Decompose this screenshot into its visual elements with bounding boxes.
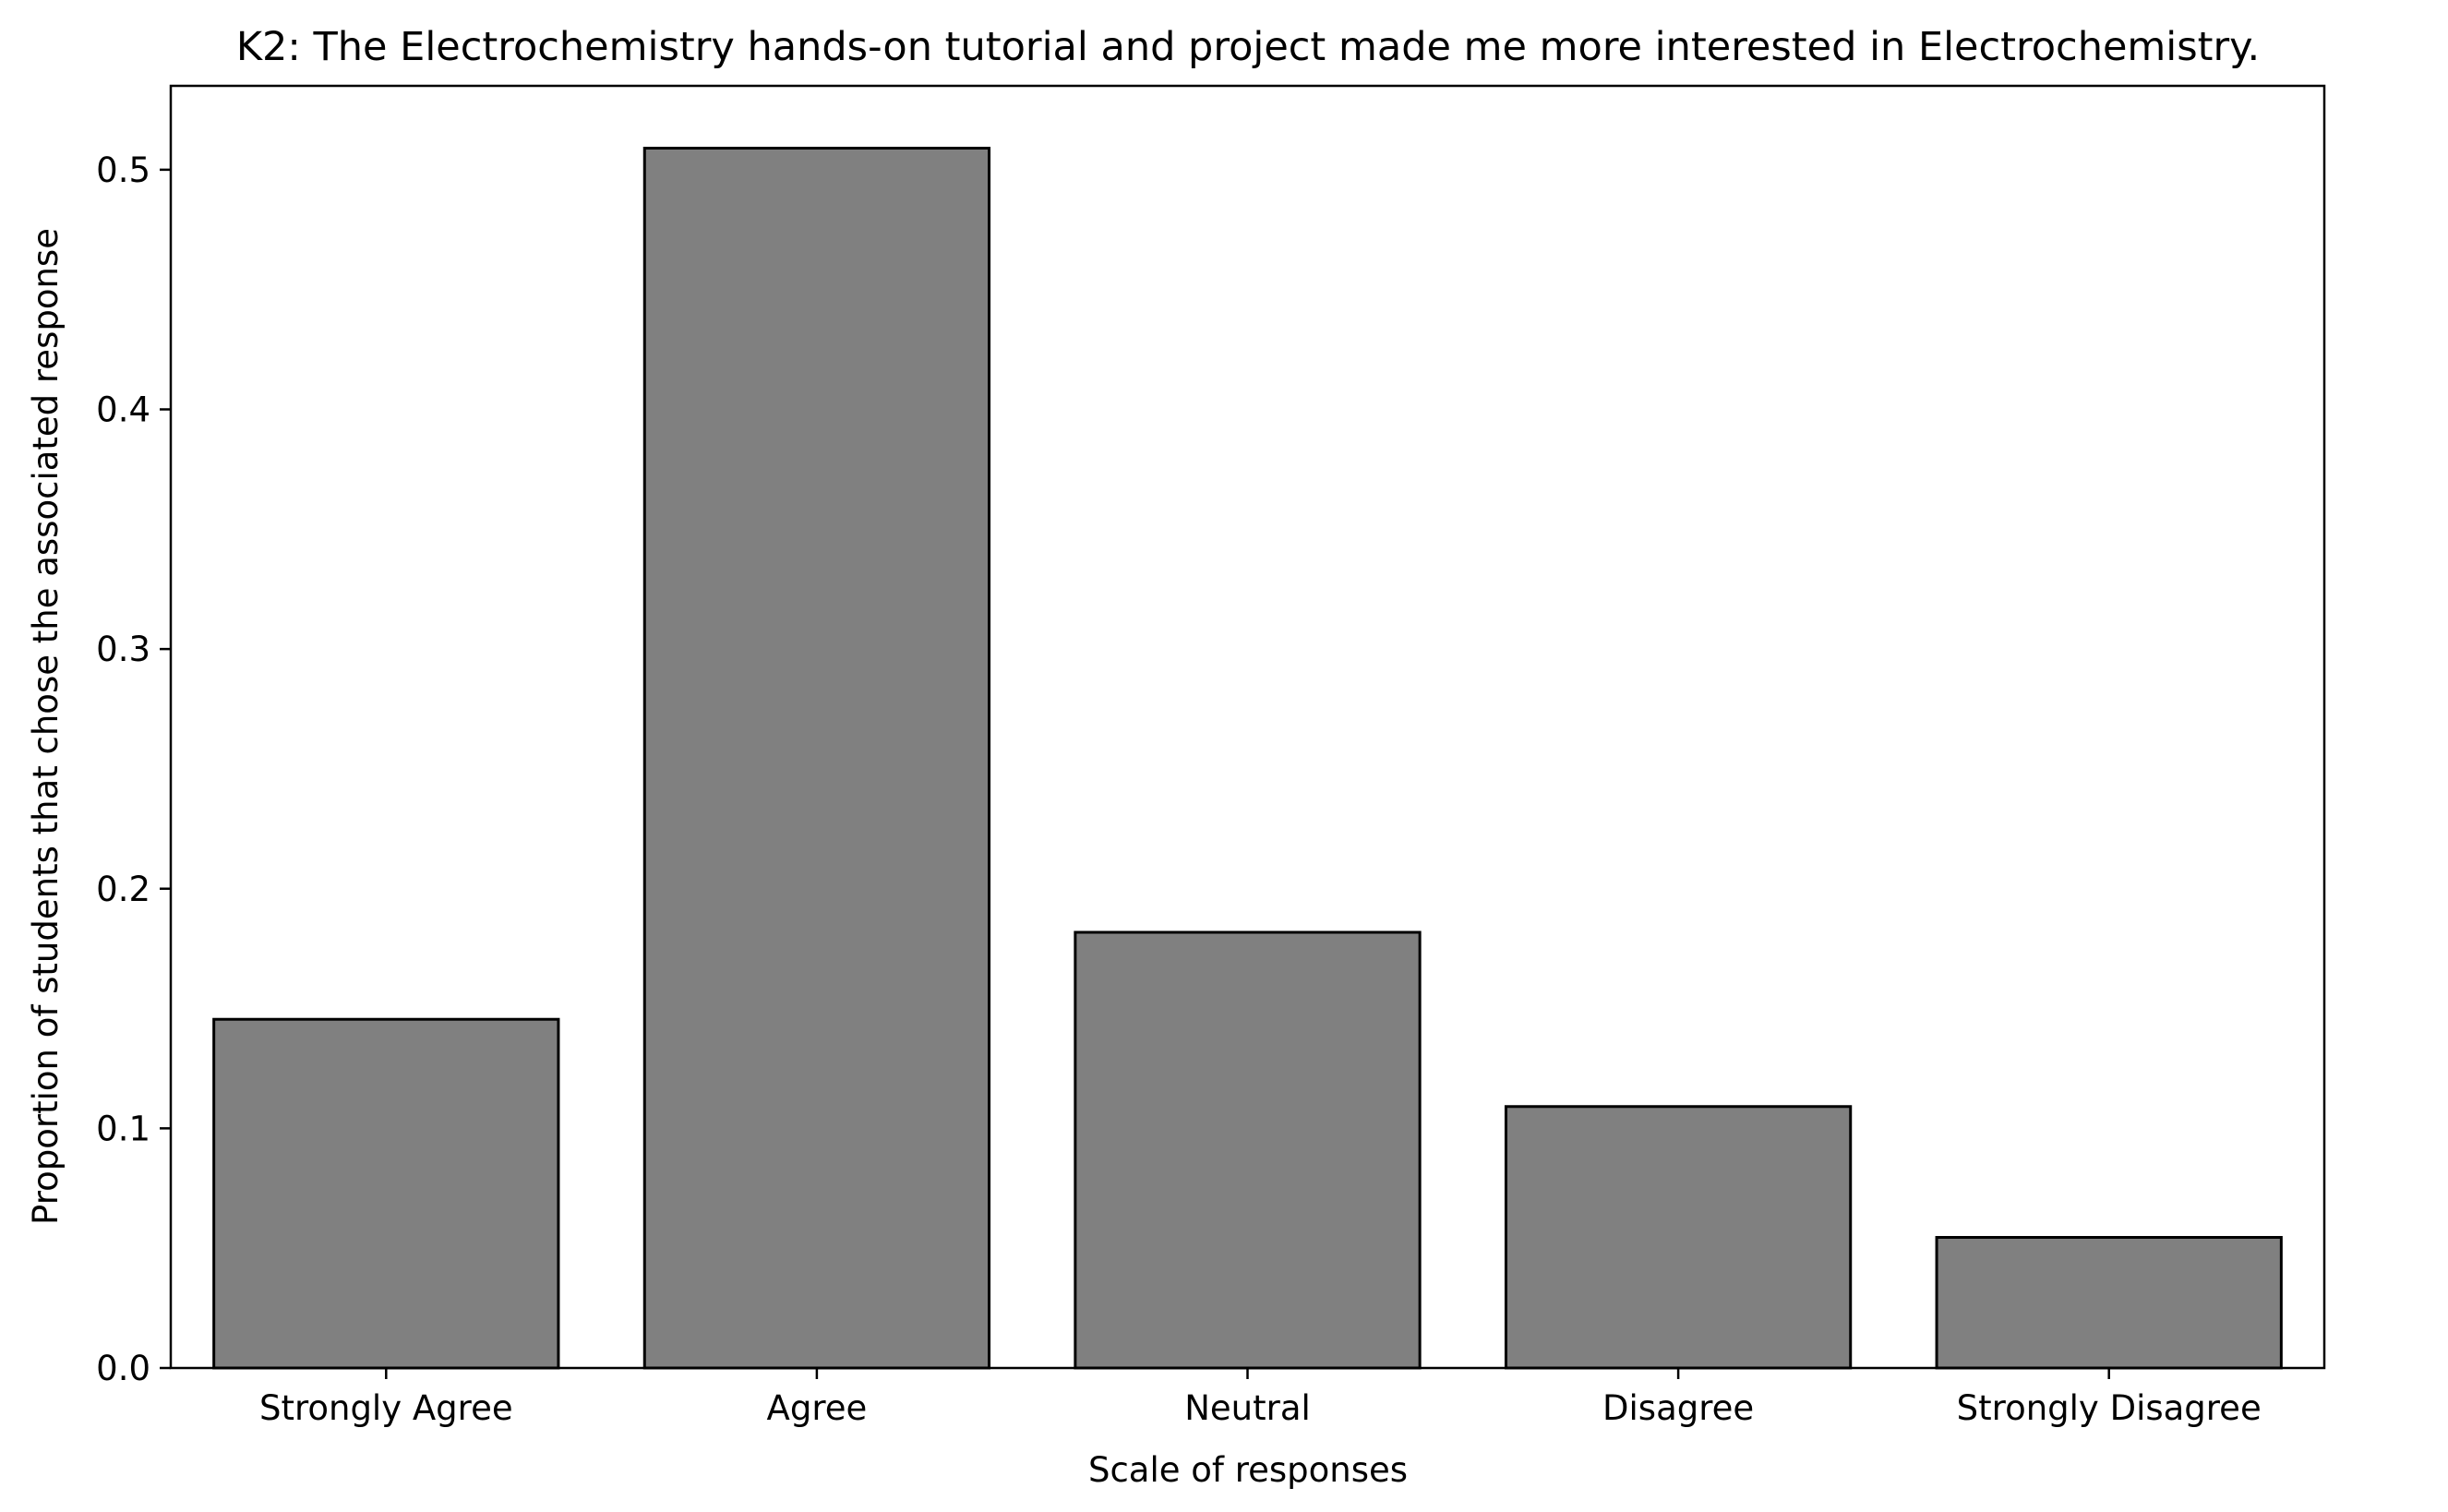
y-axis-label: Proportion of students that chose the as… [26, 228, 66, 1225]
bar-strongly-agree [212, 1017, 560, 1370]
bar-agree [642, 147, 991, 1370]
y-tick-label: 0.3 [96, 630, 150, 669]
x-tick-label: Strongly Agree [259, 1388, 513, 1428]
y-tick-label: 0.2 [96, 870, 150, 909]
x-tick-label: Neutral [1184, 1388, 1311, 1428]
x-tick-label: Strongly Disagree [1957, 1388, 2262, 1428]
y-axis-ticks: 0.0 0.1 0.2 0.3 0.4 0.5 [96, 150, 171, 1388]
bar-neutral [1074, 930, 1422, 1370]
bar-disagree [1504, 1105, 1853, 1370]
bar-strongly-disagree [1935, 1236, 2283, 1370]
y-tick-label: 0.4 [96, 390, 150, 430]
x-tick-label: Disagree [1602, 1388, 1754, 1428]
y-tick-label: 0.5 [96, 150, 150, 190]
y-tick-label: 0.0 [96, 1349, 150, 1388]
plot-area-frame [169, 84, 2326, 1370]
y-tick-label: 0.1 [96, 1109, 150, 1148]
x-tick-label: Agree [767, 1388, 868, 1428]
x-axis-label: Scale of responses [1088, 1450, 1408, 1490]
bars-group [212, 147, 2283, 1370]
chart-title: K2: The Electrochemistry hands-on tutori… [236, 24, 2260, 70]
x-axis-ticks: Strongly Agree Agree Neutral Disagree Strong… [259, 1368, 2262, 1428]
